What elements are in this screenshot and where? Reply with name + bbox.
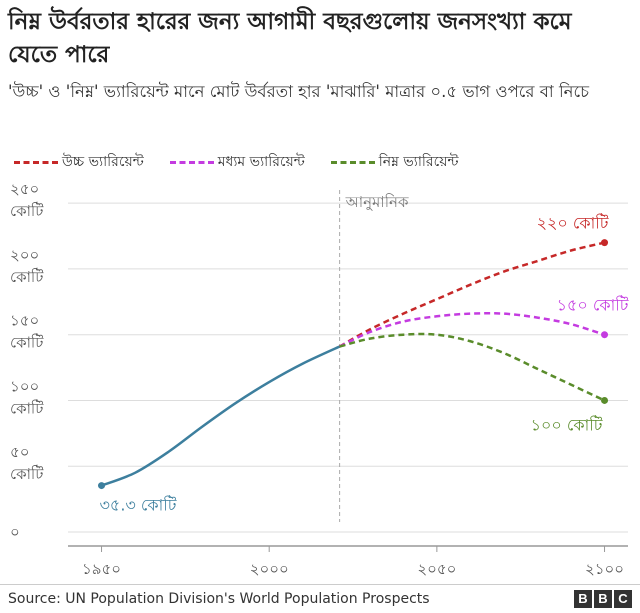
series-line-historic — [101, 345, 341, 487]
footer: Source: UN Population Division's World P… — [0, 584, 640, 613]
y-tick-label: কোটি — [10, 268, 44, 286]
logo-letter: B — [594, 590, 612, 608]
y-tick-label: ১৫০ — [10, 312, 39, 330]
line-chart: ০ ৫০ কোটি ১০০ কোটি ১৫০ কোটি ২০০ কোটি ২৫০ কোটি ১৯৫০ ২… — [10, 180, 629, 578]
legend: উচ্চ ভ্যারিয়েন্ট মধ্যম ভ্যারিয়েন্ট নিম… — [14, 150, 459, 174]
projection-label: আনুমানিক — [345, 193, 409, 211]
chart-subtitle: 'উচ্চ' ও 'নিম্ন' ভ্যারিয়েন্ট মানে মোট উ… — [8, 82, 590, 101]
header: নিম্ন উর্বরতার হারের জন্য আগামী বছরগুলোয… — [8, 6, 628, 104]
bbc-logo: B B C — [574, 590, 632, 608]
series-line-medium — [339, 311, 605, 348]
logo-letter: C — [614, 590, 632, 608]
x-tick-label: ২০০০ — [250, 560, 289, 578]
value-label-high: ২২০ কোটি — [537, 214, 609, 233]
y-tick-label: ৫০ — [10, 443, 30, 461]
legend-swatch-medium — [169, 160, 214, 164]
series-endpoint-high — [601, 239, 609, 247]
series-endpoint-low — [601, 396, 609, 404]
series-line-high — [339, 241, 605, 348]
legend-label-medium: মধ্যম ভ্যারিয়েন্ট — [217, 154, 305, 170]
legend-label-high: উচ্চ ভ্যারিয়েন্ট — [62, 154, 144, 170]
logo-letter: B — [574, 590, 592, 608]
legend-swatch-high — [14, 160, 58, 164]
y-tick-label: কোটি — [10, 399, 44, 417]
value-label-low: ১০০ কোটি — [531, 415, 603, 434]
legend-item-medium: মধ্যম ভ্যারিয়েন্ট — [169, 150, 305, 174]
series-endpoint-medium — [601, 331, 609, 339]
x-tick-label: ২১০০ — [585, 560, 624, 578]
y-tick-label: ০ — [10, 523, 20, 541]
y-tick-label: ২৫০ — [10, 180, 39, 198]
y-tick-label: ২০০ — [10, 246, 39, 264]
legend-item-high: উচ্চ ভ্যারিয়েন্ট — [14, 150, 144, 174]
y-tick-label: কোটি — [10, 202, 44, 220]
source-note: Source: UN Population Division's World P… — [8, 591, 430, 607]
legend-swatch-low — [330, 160, 375, 164]
series-endpoint-historic — [98, 482, 106, 490]
value-label-medium: ১৫০ কোটি — [557, 296, 629, 315]
y-tick-label: ১০০ — [10, 377, 39, 395]
legend-item-low: নিম্ন ভ্যারিয়েন্ট — [330, 150, 459, 174]
legend-label-low: নিম্ন ভ্যারিয়েন্ট — [378, 154, 459, 170]
chart-title: নিম্ন উর্বরতার হারের জন্য আগামী বছরগুলোয… — [8, 9, 572, 68]
x-tick-label: ১৯৫০ — [82, 560, 121, 578]
y-tick-label: কোটি — [10, 465, 44, 483]
x-tick-label: ২০৫০ — [417, 560, 456, 578]
value-label-historic: ৩৫.৩ কোটি — [100, 496, 177, 515]
y-tick-label: কোটি — [10, 334, 44, 352]
series-line-low — [339, 332, 606, 402]
